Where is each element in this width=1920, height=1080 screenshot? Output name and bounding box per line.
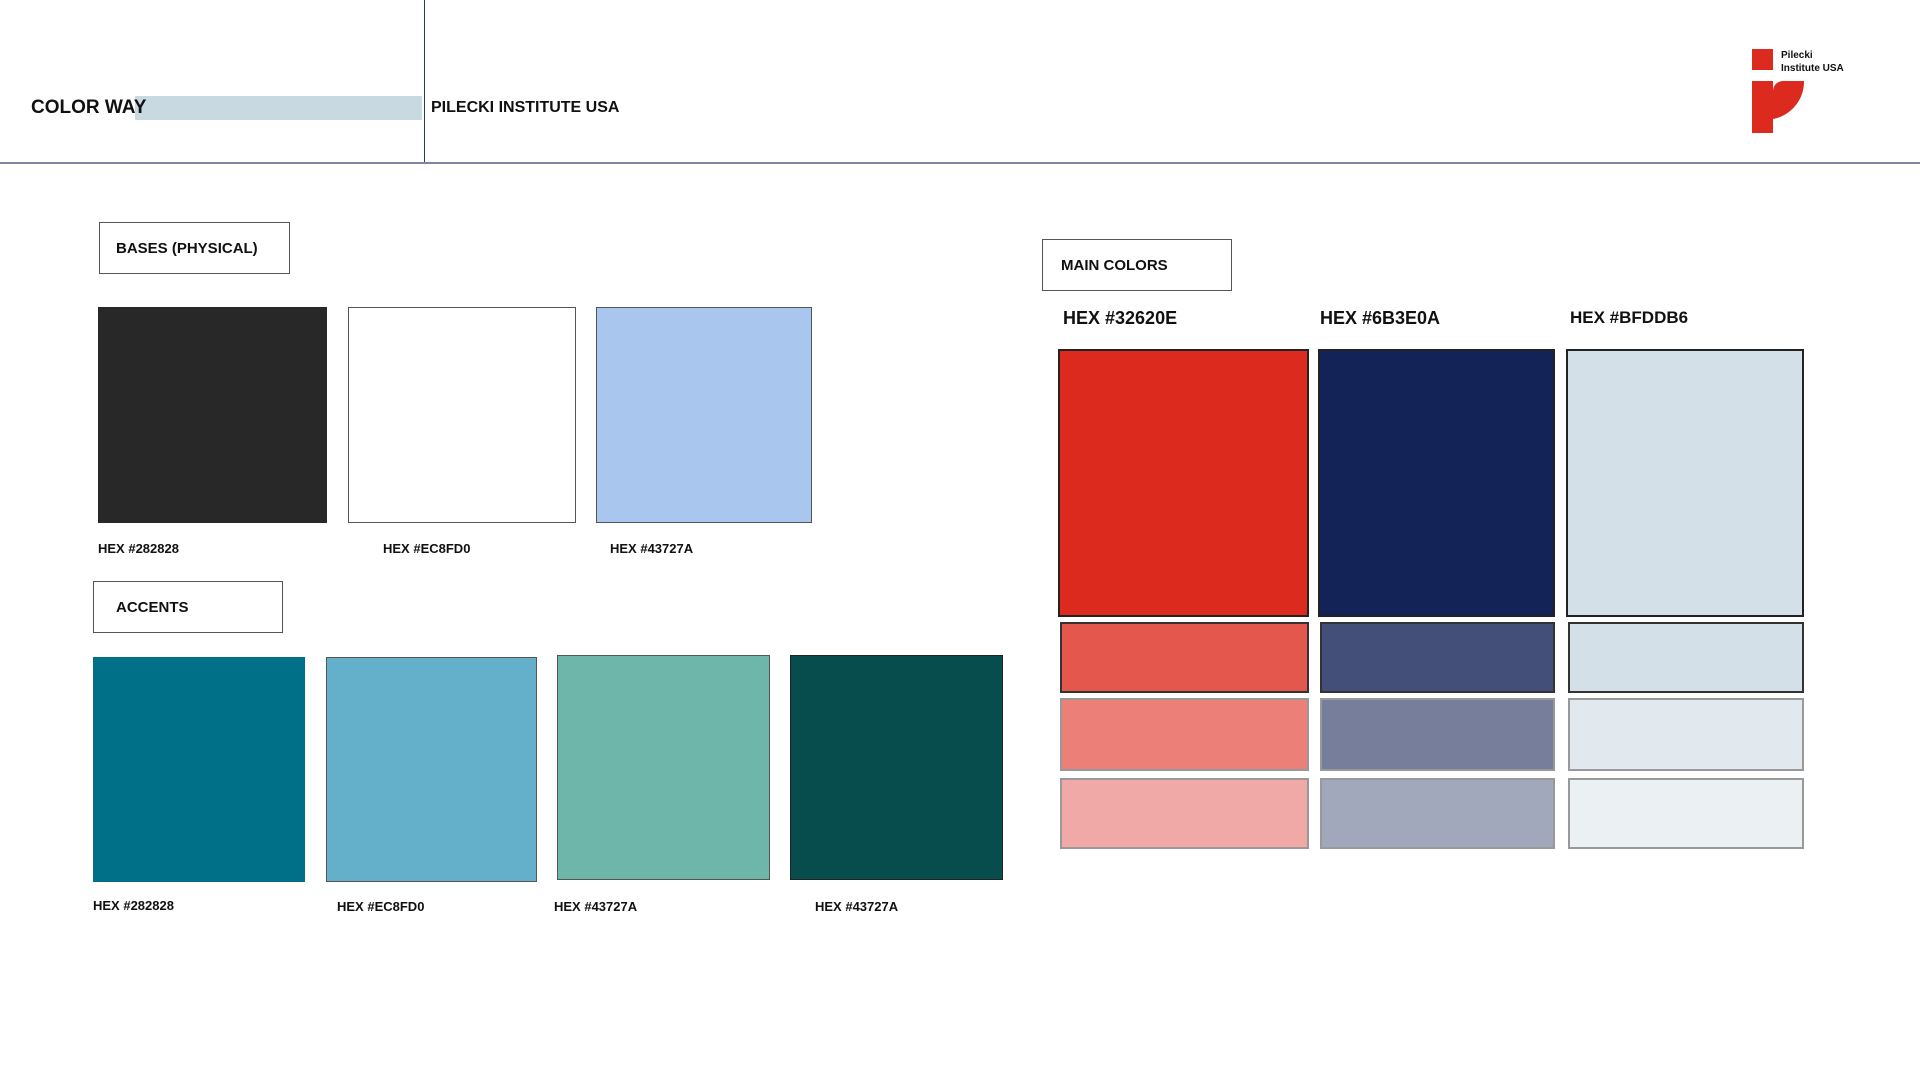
main-color-tint-swatch — [1320, 698, 1555, 771]
main-color-swatch — [1058, 349, 1309, 617]
organization-name: PILECKI INSTITUTE USA — [431, 99, 620, 116]
logo-text-line1: Pilecki — [1781, 50, 1813, 61]
main-color-tint-swatch — [1060, 778, 1309, 849]
accent-hex-label: HEX #EC8FD0 — [337, 899, 425, 914]
logo-p-shape — [1752, 81, 1804, 133]
header-divider — [0, 162, 1920, 164]
main-color-tint-swatch — [1320, 622, 1555, 693]
main-color-swatch — [1566, 349, 1804, 617]
base-swatch — [98, 307, 327, 523]
main-color-tint-swatch — [1568, 778, 1804, 849]
main-colors-label-box: MAIN COLORS — [1042, 239, 1232, 291]
main-hex-label: HEX #6B3E0A — [1320, 308, 1441, 328]
main-hex-label: HEX #BFDDB6 — [1570, 308, 1689, 327]
main-color-swatch — [1318, 349, 1555, 617]
page-title: COLOR WAY — [31, 97, 147, 118]
logo-square — [1752, 49, 1773, 70]
accent-swatch — [790, 655, 1003, 880]
accent-hex-label: HEX #282828 — [93, 898, 174, 913]
base-hex-label: HEX #282828 — [98, 541, 179, 556]
accent-hex-label: HEX #43727A — [554, 899, 638, 914]
title-highlight-bar — [135, 96, 422, 120]
main-color-tint-swatch — [1320, 778, 1555, 849]
logo-text: Pilecki Institute USA — [1781, 49, 1844, 75]
base-swatch — [596, 307, 812, 523]
accent-hex-label: HEX #43727A — [815, 899, 899, 914]
main-color-tint-swatch — [1568, 698, 1804, 771]
main-color-tint-swatch — [1568, 622, 1804, 693]
logo-text-line2: Institute USA — [1781, 63, 1844, 74]
accent-swatch — [93, 657, 305, 882]
main-color-tint-swatch — [1060, 698, 1309, 771]
base-hex-label: HEX #43727A — [610, 541, 694, 556]
main-color-tint-swatch — [1060, 622, 1309, 693]
bases-label-box: BASES (PHYSICAL) — [99, 222, 290, 274]
base-swatch — [348, 307, 576, 523]
accent-swatch — [326, 657, 537, 882]
header-divider-vertical — [424, 0, 425, 163]
accent-swatch — [557, 655, 770, 880]
main-hex-label: HEX #32620E — [1063, 308, 1178, 328]
base-hex-label: HEX #EC8FD0 — [383, 541, 471, 556]
accents-label-box: ACCENTS — [93, 581, 283, 633]
